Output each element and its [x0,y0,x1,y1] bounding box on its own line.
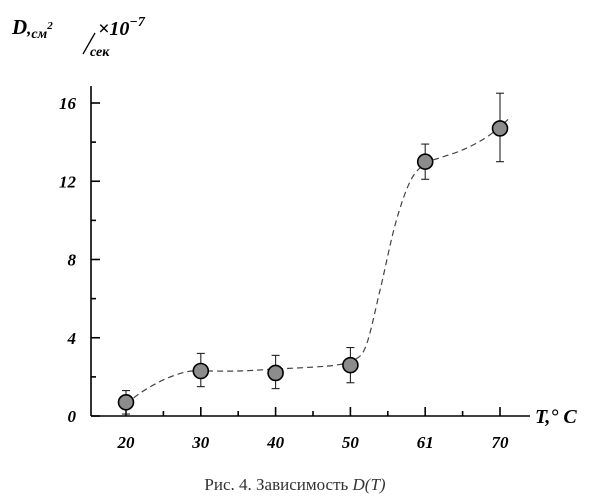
data-point [491,120,509,137]
y-tick-label: 8 [68,251,77,270]
y-axis-title: D,см2 [11,15,53,42]
data-point [416,153,434,170]
y-tick-label: 0 [68,407,77,426]
error-bars [122,92,504,415]
x-tick-label: 40 [266,433,285,452]
data-point [342,356,359,374]
x-axis-title: T,° C [535,406,577,428]
y-multiplier: ×10−7 [98,15,146,40]
axis-ticks [91,102,501,417]
tick-labels: 0 4 8 12 16 20 30 40 50 61 70 [59,94,509,452]
x-tick-label: 61 [417,433,434,452]
data-markers [117,120,509,411]
x-tick-label: 30 [191,433,210,452]
x-tick-label: 20 [117,433,136,452]
y-unit-numerator-exp: 2 [46,20,53,32]
y-unit-fraction-slash [82,32,96,55]
x-tick-label: 50 [342,433,360,452]
y-unit-denominator: сек [90,45,110,60]
data-point [117,394,135,411]
caption-formula: D(T) [352,475,386,494]
caption-prefix: Рис. 4. Зависимость [204,475,352,494]
y-tick-label: 4 [67,329,77,348]
y-multiplier-exp: −7 [129,15,145,30]
figure-caption: Рис. 4. Зависимость D(T) [204,475,385,494]
y-tick-label: 12 [59,172,77,191]
y-multiplier-base: ×10 [98,18,129,40]
x-tick-label: 70 [492,433,510,452]
data-point [192,362,210,380]
y-tick-label: 16 [59,94,77,113]
y-symbol: D [11,15,27,39]
y-comma: , [26,19,31,38]
data-point [267,364,284,382]
trend-curve [125,116,512,405]
y-unit-numerator: см [31,27,47,42]
